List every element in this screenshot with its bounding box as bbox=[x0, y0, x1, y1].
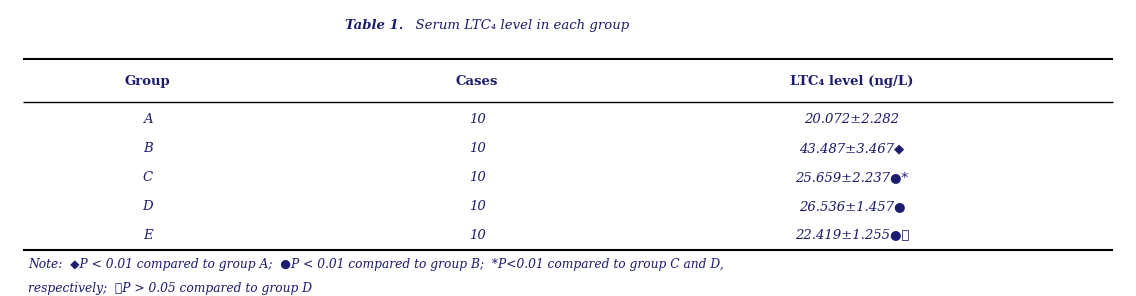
Text: D: D bbox=[142, 200, 153, 213]
Text: 26.536±1.457●: 26.536±1.457● bbox=[799, 200, 905, 213]
Text: Table 1.: Table 1. bbox=[345, 19, 403, 32]
Text: B: B bbox=[143, 142, 152, 155]
Text: 43.487±3.467◆: 43.487±3.467◆ bbox=[800, 142, 904, 155]
Text: Cases: Cases bbox=[456, 75, 499, 88]
Text: 10: 10 bbox=[469, 200, 485, 213]
Text: E: E bbox=[143, 229, 152, 242]
Text: 10: 10 bbox=[469, 142, 485, 155]
Text: LTC₄ level (ng/L): LTC₄ level (ng/L) bbox=[791, 75, 913, 88]
Text: 10: 10 bbox=[469, 171, 485, 184]
Text: Group: Group bbox=[125, 75, 170, 88]
Text: Serum LTC₄ level in each group: Serum LTC₄ level in each group bbox=[407, 19, 629, 32]
Text: A: A bbox=[143, 113, 152, 126]
Text: 25.659±2.237●*: 25.659±2.237●* bbox=[795, 171, 909, 184]
Text: 10: 10 bbox=[469, 113, 485, 126]
Text: respectively;  ★P > 0.05 compared to group D: respectively; ★P > 0.05 compared to grou… bbox=[28, 282, 312, 295]
Text: 10: 10 bbox=[469, 229, 485, 242]
Text: C: C bbox=[143, 171, 152, 184]
Text: Note:  ◆P < 0.01 compared to group A;  ●P < 0.01 compared to group B;  *P<0.01 c: Note: ◆P < 0.01 compared to group A; ●P … bbox=[28, 258, 724, 271]
Text: 22.419±1.255●★: 22.419±1.255●★ bbox=[795, 229, 909, 242]
Text: 20.072±2.282: 20.072±2.282 bbox=[804, 113, 900, 126]
